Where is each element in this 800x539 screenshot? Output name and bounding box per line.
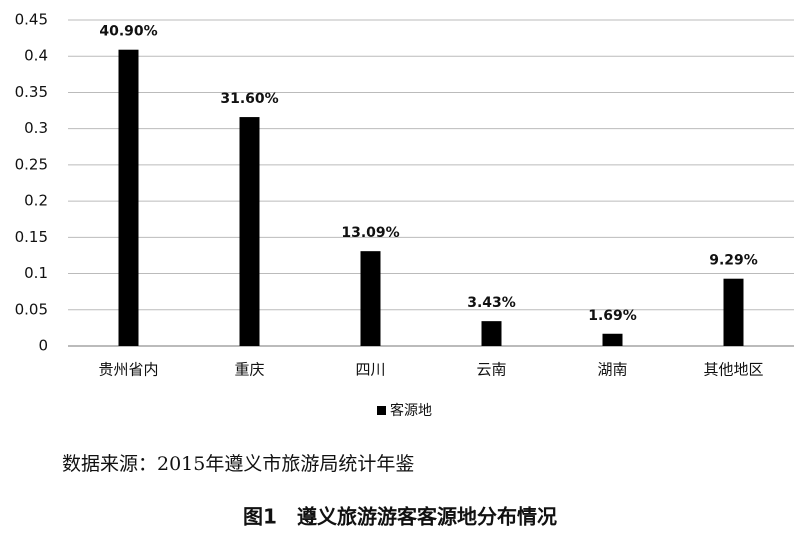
bar <box>481 321 502 346</box>
y-tick-label: 0.3 <box>24 119 48 137</box>
value-label: 13.09% <box>341 225 399 241</box>
x-tick-label: 贵州省内 <box>98 361 158 379</box>
x-tick-label: 重庆 <box>234 361 264 379</box>
x-tick-label: 云南 <box>476 361 506 379</box>
y-tick-label: 0.2 <box>24 192 48 210</box>
bar <box>118 49 139 347</box>
value-label: 31.60% <box>220 91 278 107</box>
y-tick-label: 0 <box>38 337 48 355</box>
legend-label: 客源地 <box>390 402 432 419</box>
bar <box>723 278 744 346</box>
y-tick-label: 0.1 <box>24 264 48 282</box>
x-tick-label: 四川 <box>355 361 385 379</box>
bar <box>239 117 260 346</box>
y-tick-label: 0.35 <box>15 83 48 101</box>
y-tick-label: 0.4 <box>24 47 48 65</box>
y-tick-label: 0.15 <box>15 228 48 246</box>
value-label: 3.43% <box>467 295 516 311</box>
value-label: 9.29% <box>709 253 758 269</box>
y-tick-label: 0.25 <box>15 155 48 173</box>
value-label: 1.69% <box>588 308 637 324</box>
bar <box>360 251 381 346</box>
bar <box>602 333 623 346</box>
y-tick-label: 0.05 <box>15 300 48 318</box>
source-note: 数据来源：2015年遵义市旅游局统计年鉴 <box>62 453 414 475</box>
figure-caption: 图1 遵义旅游游客客源地分布情况 <box>243 505 557 529</box>
value-label: 40.90% <box>99 24 157 40</box>
legend-swatch <box>377 406 386 415</box>
x-tick-label: 其他地区 <box>703 361 763 379</box>
x-tick-label: 湖南 <box>597 361 627 379</box>
y-tick-label: 0.45 <box>15 11 48 29</box>
